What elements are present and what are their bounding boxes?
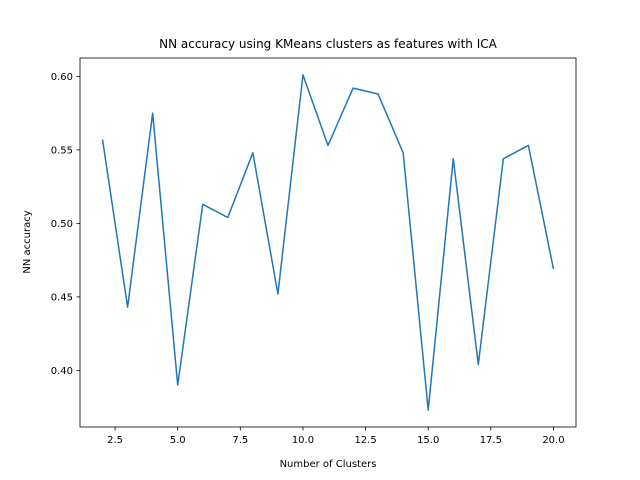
y-tick-label: 0.50	[51, 219, 73, 230]
x-axis-ticks: 2.5 5.0 7.5 10.0 12.5 15.0 17.5 20.0	[107, 427, 565, 446]
x-tick-label: 12.5	[354, 435, 376, 446]
y-axis-label: NN accuracy	[22, 210, 33, 273]
x-tick-label: 17.5	[480, 435, 502, 446]
x-axis-label: Number of Clusters	[280, 459, 377, 470]
x-tick-label: 10.0	[292, 435, 314, 446]
x-tick-label: 20.0	[542, 435, 564, 446]
x-tick-label: 15.0	[417, 435, 439, 446]
plot-area	[79, 57, 577, 428]
chart-title: NN accuracy using KMeans clusters as fea…	[159, 37, 497, 51]
y-tick-label: 0.60	[51, 72, 73, 83]
y-tick-label: 0.55	[51, 145, 73, 156]
plot-background	[80, 58, 576, 427]
plot-frame	[79, 57, 577, 428]
x-tick-label: 2.5	[107, 435, 123, 446]
y-tick-label: 0.45	[51, 292, 73, 303]
x-tick-label: 5.0	[170, 435, 186, 446]
y-tick-label: 0.40	[51, 366, 73, 377]
x-tick-label: 7.5	[232, 435, 248, 446]
series-line	[101, 74, 555, 411]
y-axis-ticks: 0.40 0.45 0.50 0.55 0.60	[51, 72, 80, 377]
